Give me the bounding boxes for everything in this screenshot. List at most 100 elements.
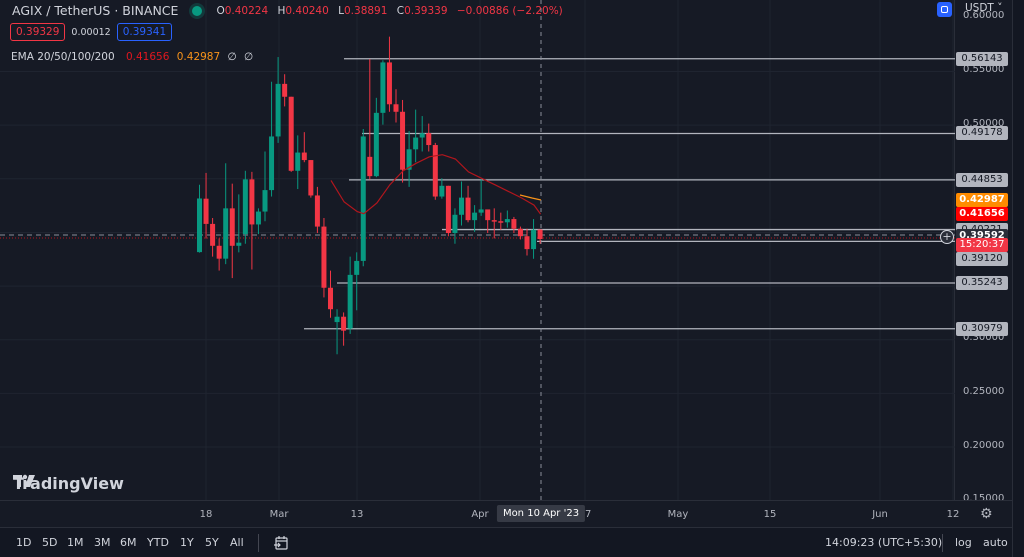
candle-body	[275, 83, 281, 137]
time-tick-label: 18	[199, 509, 213, 520]
range-button-1m[interactable]: 1M	[67, 536, 84, 549]
divider	[258, 534, 259, 552]
candle-body	[537, 229, 543, 240]
candle-body	[242, 179, 248, 235]
bar-countdown-label: 15:20:37	[956, 237, 1008, 252]
price-level-label: 0.49178	[956, 126, 1008, 141]
symbol-header: AGIX / TetherUS · BINANCE O0.40224 H0.40…	[12, 3, 569, 18]
candle-body	[321, 226, 327, 288]
low-value: 0.38891	[344, 4, 388, 17]
range-button-all[interactable]: All	[230, 536, 244, 549]
candle-body	[472, 212, 478, 221]
candle-body	[262, 190, 268, 212]
candle-body	[197, 198, 202, 253]
range-button-1d[interactable]: 1D	[16, 536, 32, 549]
candle-body	[203, 198, 209, 224]
ema50-value: 0.42987	[176, 51, 221, 63]
symbol-title[interactable]: AGIX / TetherUS · BINANCE	[12, 3, 179, 18]
candle-body	[517, 228, 523, 237]
candle-body	[445, 185, 451, 234]
candle-body	[236, 242, 242, 246]
tradingview-logo-icon	[13, 474, 35, 487]
candlestick-chart[interactable]	[0, 0, 955, 500]
crosshair-date-label: Mon 10 Apr '23	[496, 505, 586, 522]
ema100-value: ∅	[227, 51, 237, 63]
candle-body	[413, 137, 419, 150]
bottom-toolbar: 1D 5D 1M 3M 6M YTD 1Y 5Y All 14:09:23 (UTC+5:30)…	[0, 527, 1012, 557]
candle-body	[400, 111, 406, 170]
candle-body	[459, 197, 464, 215]
sell-button[interactable]: 0.39329	[10, 23, 66, 41]
currency-selector[interactable]: USDT ˅	[965, 2, 1003, 14]
candle-body	[491, 220, 497, 222]
trade-panel: 0.39329 0.00012 0.39341	[10, 23, 173, 41]
time-tick-label: Apr	[471, 509, 489, 520]
add-alert-plus-icon[interactable]: +	[940, 230, 954, 244]
candle-body	[426, 133, 432, 146]
candle-body	[367, 156, 373, 177]
range-button-5d[interactable]: 5D	[42, 536, 58, 549]
candle-body	[223, 208, 229, 259]
candle-body	[314, 195, 320, 227]
candle-body	[504, 219, 510, 223]
range-button-5y[interactable]: 5Y	[205, 536, 219, 549]
price-level-label: 0.35243	[956, 275, 1008, 290]
ema-legend[interactable]: EMA 20/50/100/200 0.41656 0.42987 ∅ ∅	[11, 51, 253, 63]
price-tick-label: 0.50000	[963, 117, 1005, 129]
high-value: 0.40240	[285, 4, 329, 17]
price-tick-label: 0.20000	[963, 439, 1005, 451]
ema-label: EMA 20/50/100/200	[11, 51, 115, 63]
candle-body	[295, 152, 301, 171]
candle-body	[288, 96, 294, 171]
candle-body	[373, 112, 379, 177]
time-tick-label: Mar	[269, 509, 289, 520]
time-tick-label: May	[667, 509, 689, 520]
tradingview-logo-text: TradingView	[13, 474, 124, 493]
ema50-line	[519, 194, 542, 201]
right-toolbar-collapse[interactable]	[1012, 0, 1024, 557]
candle-body	[308, 160, 314, 196]
candle-body	[255, 211, 261, 225]
candle-body	[419, 133, 425, 138]
range-button-3m[interactable]: 3M	[94, 536, 111, 549]
range-button-1y[interactable]: 1Y	[180, 536, 194, 549]
candle-body	[452, 214, 458, 234]
time-tick-label: 15	[763, 509, 777, 520]
candle-body	[216, 245, 222, 259]
buy-button[interactable]: 0.39341	[116, 23, 173, 41]
ohlc-values: O0.40224 H0.40240 L0.38891 C0.39339 −0.0…	[216, 4, 563, 17]
settings-gear-icon[interactable]: ⚙	[980, 506, 993, 522]
price-axis[interactable]: 0.60000 0.55000 0.50000 0.30000 0.25000 0.200…	[955, 0, 1012, 504]
candle-body	[328, 287, 333, 310]
auto-fit-button[interactable]	[937, 2, 952, 17]
clock-timezone[interactable]: 14:09:23 (UTC+5:30)	[825, 536, 943, 549]
candle-body	[341, 316, 347, 331]
candle-body	[249, 179, 255, 225]
chart-pane[interactable]: AGIX / TetherUS · BINANCE O0.40224 H0.40…	[0, 0, 955, 500]
tradingview-logo[interactable]: TradingView	[13, 474, 124, 493]
log-scale-toggle[interactable]: log	[955, 536, 972, 549]
price-level-label: 0.30979	[956, 321, 1008, 336]
auto-scale-toggle[interactable]: auto	[983, 536, 1008, 549]
candle-body	[485, 209, 491, 221]
candle-body	[524, 236, 530, 250]
change-value: −0.00886 (−2.20%)	[456, 4, 563, 17]
price-level-label: 0.39120	[956, 252, 1008, 267]
go-to-date-icon[interactable]	[273, 535, 289, 551]
candle-body	[465, 197, 471, 221]
time-tick-label: Jun	[872, 509, 888, 520]
candle-body	[282, 83, 288, 97]
candle-body	[478, 209, 484, 213]
time-axis[interactable]: 18 Mar 13 Apr 17 May 15 Jun 12 Mon 10 Apr '23 ⚙	[0, 500, 1012, 527]
time-tick-label: 12	[946, 509, 960, 520]
spread-value: 0.00012	[71, 26, 111, 38]
range-button-6m[interactable]: 6M	[120, 536, 137, 549]
candle-body	[334, 316, 340, 323]
ema20-value: 0.41656	[125, 51, 170, 63]
price-level-label: 0.44853	[956, 172, 1008, 187]
close-value: 0.39339	[404, 4, 448, 17]
price-tick-label: 0.55000	[963, 64, 1005, 75]
range-button-ytd[interactable]: YTD	[147, 536, 169, 549]
ema20-line	[330, 154, 542, 215]
